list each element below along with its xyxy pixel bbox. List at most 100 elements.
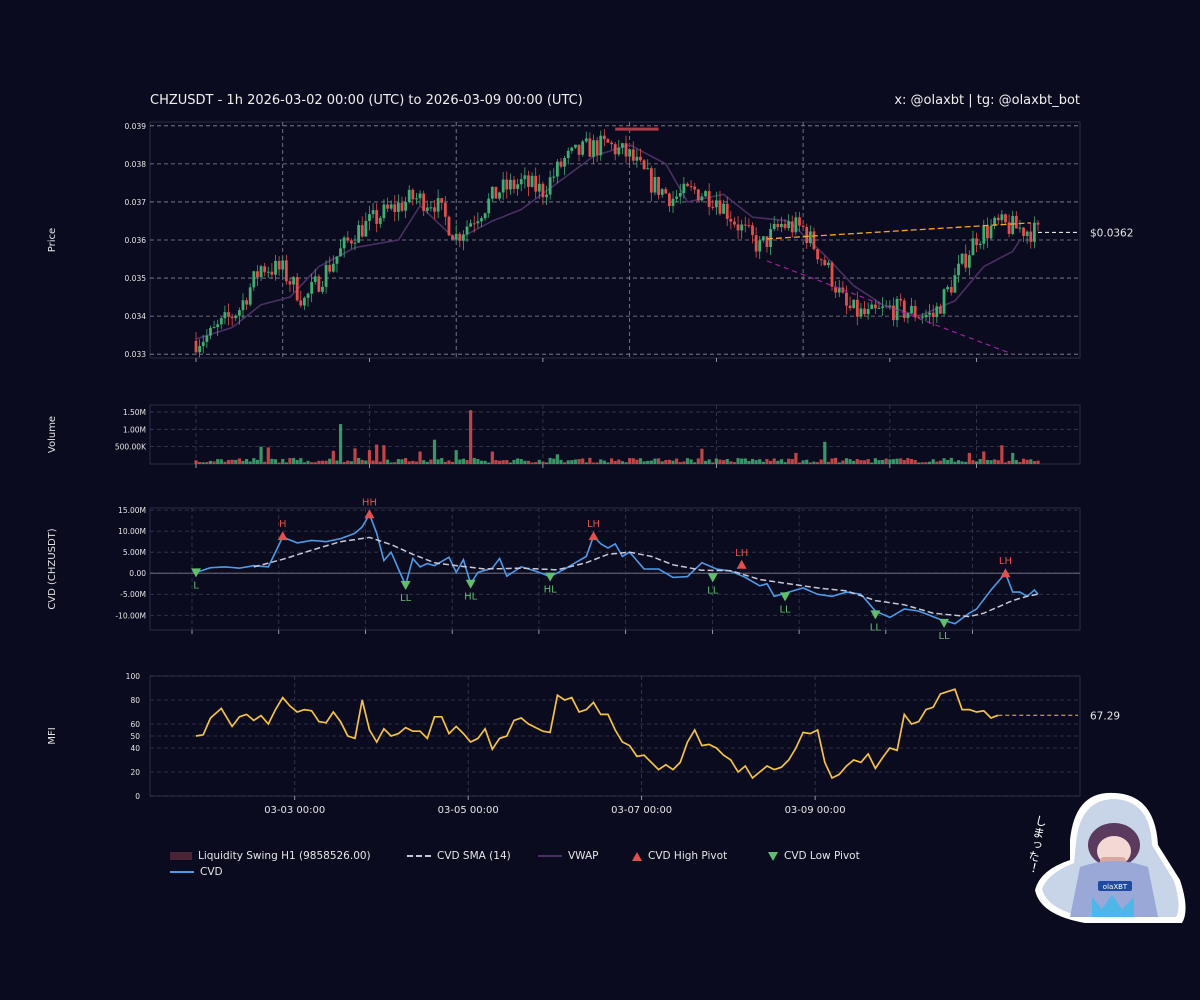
mascot-sticker: olaXBT しまった！ — [1030, 792, 1186, 923]
candle-body — [830, 262, 834, 287]
dashed-line-icon — [407, 855, 431, 857]
cvd-axis-label: CVD (CHZUSDT) — [47, 528, 58, 609]
candle-body — [223, 312, 227, 319]
candle-body — [1032, 222, 1036, 242]
cvd-low-pivot-marker — [191, 568, 201, 578]
volume-bar — [837, 462, 841, 464]
candle-body — [570, 147, 574, 151]
volume-bar — [400, 459, 404, 464]
volume-bar — [602, 460, 606, 464]
candle-body — [349, 240, 353, 244]
candle-body — [259, 266, 263, 278]
candle-body — [649, 168, 653, 193]
volume-bar — [736, 458, 740, 464]
volume-bar — [418, 451, 422, 464]
candle-body — [725, 203, 729, 219]
candle-body — [418, 193, 422, 199]
candle-body — [545, 194, 548, 198]
volume-bar — [563, 462, 567, 464]
volume-bar — [653, 458, 657, 464]
mfi-axis-label: MFI — [47, 727, 58, 744]
candle-body — [505, 179, 509, 190]
volume-bar — [414, 461, 419, 464]
candle-body — [1022, 227, 1025, 236]
candle-body — [729, 218, 733, 222]
volume-bar — [584, 462, 588, 464]
candle-body — [711, 206, 715, 208]
volume-bar — [234, 459, 238, 464]
candle-body — [613, 144, 617, 155]
volume-bar — [664, 459, 668, 464]
candle-body — [440, 198, 444, 203]
volume-bar — [982, 451, 986, 464]
cvd-low-pivot-marker — [939, 618, 950, 628]
volume-bar — [852, 460, 856, 464]
candle-body — [1029, 231, 1033, 242]
volume-bar — [895, 458, 899, 464]
legend-label: CVD SMA (14) — [437, 850, 511, 862]
volume-bar — [989, 460, 993, 464]
volume-bar — [812, 461, 816, 464]
cvd-ytick-label: 15.00M — [118, 506, 146, 515]
candle-body — [646, 168, 650, 170]
candle-body — [353, 242, 357, 244]
volume-bar — [458, 459, 462, 464]
volume-bar — [938, 460, 943, 464]
candle-body — [480, 218, 483, 222]
price-ytick-label: 0.038 — [125, 160, 147, 169]
candle-body — [299, 300, 303, 306]
candle-body — [606, 139, 610, 143]
candle-body — [808, 231, 812, 244]
volume-bar — [841, 460, 845, 464]
volume-bar — [396, 459, 400, 464]
volume-bar — [364, 460, 368, 464]
cvd-low-pivot-marker — [400, 580, 411, 590]
candle-body — [816, 249, 819, 260]
price-ytick-label: 0.039 — [125, 122, 147, 131]
volume-bar — [935, 461, 939, 464]
candle-body — [584, 138, 588, 142]
volume-bar — [252, 458, 256, 464]
volume-bar — [931, 459, 935, 464]
volume-bar — [501, 460, 505, 464]
volume-bar — [960, 461, 964, 464]
candle-body — [274, 260, 277, 275]
volume-bar — [317, 460, 321, 464]
volume-bar — [946, 459, 950, 464]
volume-bar — [548, 457, 552, 464]
candle-body — [761, 236, 765, 241]
candle-body — [581, 141, 585, 155]
volume-bar — [559, 459, 563, 464]
candle-body — [642, 160, 646, 170]
volume-bar — [906, 458, 910, 464]
candle-body — [230, 316, 234, 319]
candle-body — [949, 286, 953, 293]
candle-body — [321, 286, 324, 292]
volume-bar — [801, 460, 805, 464]
candle-body — [1000, 214, 1004, 221]
candle-body — [794, 217, 798, 233]
price-ytick-label: 0.033 — [125, 350, 147, 359]
volume-bar — [469, 410, 473, 464]
volume-bar — [306, 460, 310, 464]
volume-bar — [718, 459, 722, 464]
candle-body — [765, 236, 769, 247]
volume-bar — [891, 459, 896, 464]
volume-bar — [255, 459, 260, 464]
candle-body — [986, 226, 989, 239]
candle-body — [386, 204, 389, 209]
candle-body — [541, 183, 545, 198]
sticker-caption: しまった！ — [1030, 813, 1049, 875]
candle-body — [971, 238, 975, 256]
volume-bar — [476, 459, 480, 464]
candle-body — [718, 200, 722, 214]
volume-bar — [425, 461, 429, 464]
volume-bar — [382, 445, 386, 464]
candle-body — [310, 281, 314, 294]
volume-bar — [216, 459, 220, 464]
candle-body — [389, 204, 393, 209]
volume-bar — [722, 460, 726, 464]
volume-bar — [917, 462, 921, 464]
volume-ytick-label: 1.00M — [123, 425, 146, 434]
candle-body — [667, 193, 671, 206]
